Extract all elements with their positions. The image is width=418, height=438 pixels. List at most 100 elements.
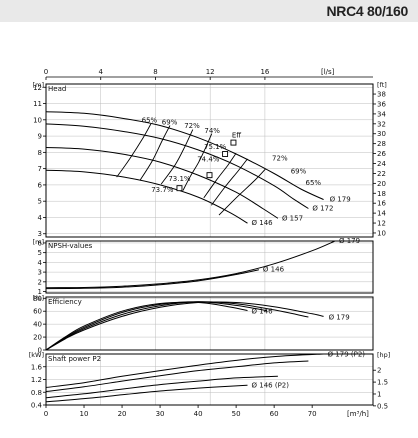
efficiency-annotation: Eff [232,132,241,140]
y-axis-unit: [m] [33,81,44,89]
panel-frame [45,296,374,351]
series-end-label: Ø 146 [263,266,285,274]
iso-efficiency-curve [160,129,194,185]
y-axis-tick-label: 0 [38,347,42,355]
efficiency-annotation: 75.1% [204,143,227,151]
series-end-label: Ø 179 (P2) [328,351,366,359]
panel-frame [45,240,374,294]
right-axis-tick-label: 36 [377,100,386,108]
model-title: NRC4 80/160 [326,3,408,19]
series-curve [45,240,336,289]
right-axis-tick-label: 26 [377,150,386,158]
iso-efficiency-curve [203,152,237,199]
right-axis-tick-label: 10 [377,229,386,237]
series-curve [45,169,248,224]
y-axis-tick-label: 12 [33,84,42,92]
bottom-axis-tick-label: 50 [232,410,241,418]
bottom-axis-tick-label: 70 [308,410,317,418]
series-curve [45,353,324,388]
y-axis-unit: [%] [33,294,44,302]
series-end-label: Ø 146 [252,219,274,227]
y-axis-tick-label: 40 [33,321,42,329]
y-axis-tick-label: 4 [38,259,43,267]
right-axis-tick-label: 1.5 [377,379,388,387]
right-axis-tick-label: 32 [377,120,386,128]
efficiency-annotation: 74% [204,127,220,135]
right-axis-unit: [ft] [377,81,387,89]
y-axis-tick-label: 8 [38,149,42,157]
y-axis-tick-label: 3 [38,269,42,277]
series-curve [45,384,248,403]
panel-label: Efficiency [48,298,82,306]
efficiency-annotation: 73.1% [168,175,191,183]
series-curve [45,360,309,393]
right-axis-tick-label: 0.5 [377,402,388,410]
right-axis-tick-label: 38 [377,91,386,99]
top-axis-tick-label: 0 [44,68,48,76]
right-axis-tick-label: 28 [377,140,386,148]
efficiency-annotation: 72% [184,122,200,130]
y-axis-tick-label: 6 [38,181,43,189]
efficiency-annotation: 65% [306,179,322,187]
right-axis-tick-label: 34 [377,110,386,118]
right-axis-tick-label: 14 [377,210,386,218]
right-axis-tick-label: 18 [377,190,386,198]
series-curve [45,301,248,351]
y-axis-tick-label: 4 [38,214,43,222]
series-curve [45,111,324,201]
series-end-label: Ø 146 [252,308,274,316]
panel-frame [45,353,374,406]
y-axis-tick-label: 60 [33,308,42,316]
panel-frame [45,83,374,238]
y-axis-tick-label: 6 [38,239,43,247]
series-end-label: Ø 179 [329,313,350,321]
y-axis-tick-label: 11 [33,100,42,108]
series-curve [45,375,278,399]
efficiency-annotation: 72% [272,155,288,163]
bottom-axis-tick-label: 40 [194,410,203,418]
efficiency-annotation: 65% [142,116,158,124]
iso-efficiency-curve [218,168,267,216]
y-axis-tick-label: 9 [38,133,42,141]
y-axis-tick-label: 1 [38,288,42,296]
y-axis-tick-label: 1.2 [31,376,42,384]
bottom-axis-tick-label: 30 [156,410,165,418]
panel-label: Head [48,85,66,93]
iso-efficiency-curve [211,158,248,206]
y-axis-tick-label: 0.8 [31,389,42,397]
bottom-axis-tick-label: 10 [80,410,89,418]
efficiency-annotation: 74.4% [197,155,220,163]
y-axis-tick-label: 3 [38,230,42,238]
top-axis-tick-label: 8 [153,68,157,76]
right-axis-unit: [hp] [377,351,390,359]
panel-head [43,83,376,238]
top-axis-tick-label: 16 [260,68,269,76]
y-axis-unit: [kW] [29,351,44,359]
top-axis-tick-label: 12 [206,68,215,76]
iso-efficiency-curve [139,125,171,181]
series-curve [45,269,260,290]
series-curve [45,301,267,351]
y-axis-tick-label: 80 [33,295,42,303]
series-curve [45,301,324,351]
y-axis-tick-label: 7 [38,165,42,173]
right-axis-tick-label: 16 [377,200,386,208]
top-axis-tick-label: 4 [98,68,103,76]
panel-npsh [43,240,374,294]
panel-power [43,353,376,407]
header-bar: NRC4 80/160 [0,0,418,22]
series-curve [45,147,279,219]
efficiency-annotation: 73.7% [151,186,174,194]
y-axis-tick-label: 0.4 [31,402,43,410]
y-axis-tick-label: 2 [38,278,42,286]
y-axis-unit: [m] [33,238,44,246]
panel-label: NPSH-values [48,242,93,250]
iso-efficiency-curve [116,123,152,178]
y-axis-tick-label: 10 [33,116,42,124]
top-axis-unit: [l/s] [321,68,335,76]
series-end-label: Ø 172 [312,205,333,213]
bep-marker [222,151,229,157]
bottom-axis-tick-label: 0 [44,410,48,418]
y-axis-tick-label: 5 [38,249,42,257]
